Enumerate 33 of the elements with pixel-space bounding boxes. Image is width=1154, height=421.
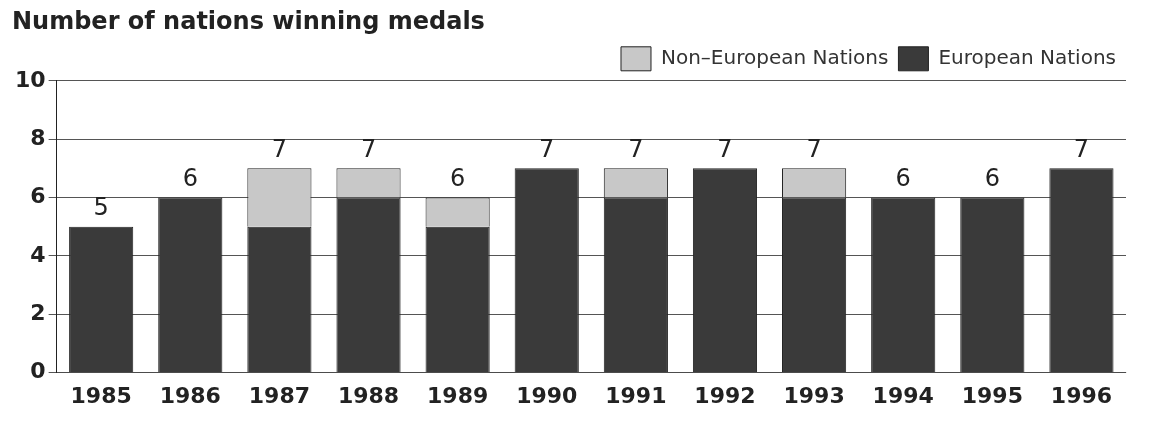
legend-label: European Nations bbox=[938, 45, 1117, 69]
x-tick-label: 1986 bbox=[159, 382, 221, 408]
x-tick-label: 1985 bbox=[70, 382, 132, 408]
total-label: 7 bbox=[1073, 134, 1090, 163]
x-tick-label: 1996 bbox=[1050, 382, 1113, 408]
x-tick-label: 1991 bbox=[605, 382, 667, 408]
chart-title: Number of nations winning medals bbox=[12, 6, 485, 35]
total-label: 5 bbox=[93, 192, 109, 221]
y-tick-label: 0 bbox=[30, 358, 46, 384]
x-tick-label: 1988 bbox=[337, 382, 400, 408]
total-label: 6 bbox=[182, 163, 198, 192]
y-tick-label: 2 bbox=[30, 299, 46, 325]
total-label: 7 bbox=[271, 134, 288, 163]
total-label: 7 bbox=[360, 134, 377, 163]
legend-label: Non–European Nations bbox=[660, 45, 889, 69]
y-tick-label: 10 bbox=[14, 66, 46, 92]
total-label: 6 bbox=[895, 163, 911, 192]
x-tick-label: 1987 bbox=[248, 382, 311, 408]
x-tick-label: 1995 bbox=[961, 382, 1023, 408]
y-tick-label: 4 bbox=[30, 241, 46, 267]
x-tick-label: 1990 bbox=[516, 382, 578, 408]
x-tick-label: 1992 bbox=[694, 382, 756, 408]
total-label: 7 bbox=[717, 134, 733, 163]
y-tick-label: 6 bbox=[30, 183, 46, 209]
total-label: 7 bbox=[539, 134, 555, 163]
x-tick-label: 1989 bbox=[427, 382, 489, 408]
x-tick-label: 1993 bbox=[783, 382, 845, 408]
total-label: 7 bbox=[806, 134, 822, 163]
total-label: 7 bbox=[628, 134, 644, 163]
total-label: 6 bbox=[984, 163, 1000, 192]
y-tick-label: 8 bbox=[30, 124, 46, 150]
x-tick-label: 1994 bbox=[872, 382, 934, 408]
total-label: 6 bbox=[449, 163, 466, 192]
